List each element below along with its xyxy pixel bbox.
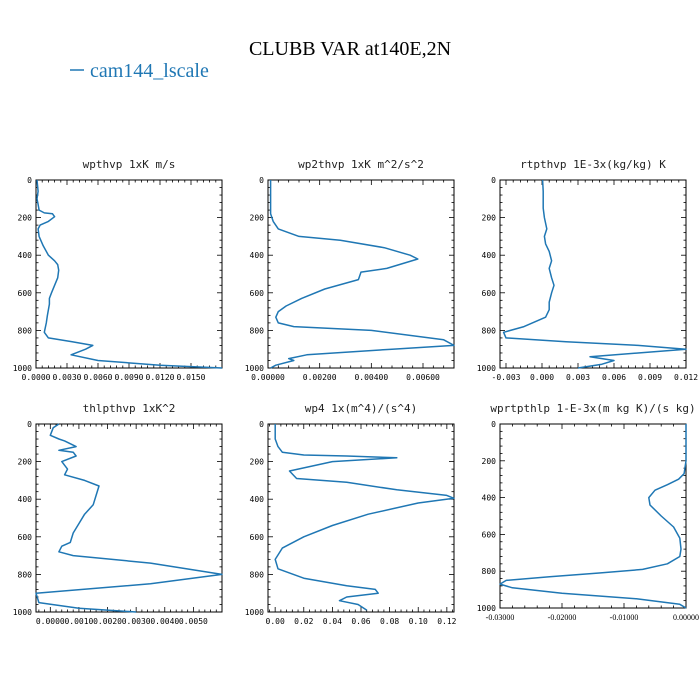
y-tick-label: 400	[482, 494, 497, 503]
plot-frame	[499, 423, 687, 609]
x-tick-label: -0.01000	[610, 613, 639, 622]
x-tick-label: 0.0020	[93, 617, 122, 626]
y-tick-label: 0	[27, 176, 32, 185]
y-tick-label: 0	[491, 420, 496, 429]
series-line	[35, 423, 223, 613]
series-line	[274, 424, 455, 611]
x-tick-label: 0.06	[351, 617, 370, 626]
y-tick-label: 600	[250, 533, 265, 542]
x-tick-label: 0.0030	[122, 617, 151, 626]
x-tick-label: 0.012	[674, 373, 698, 382]
figure-title: CLUBB VAR at140E,2N	[249, 38, 451, 60]
x-tick-label: 0.00200	[303, 373, 337, 382]
x-tick-label: 0.00400	[354, 373, 388, 382]
panel-2: wp2thvp 1xK m^2/s^2020040060080010000.00…	[245, 158, 455, 382]
series-line	[269, 180, 455, 369]
y-tick-label: 0	[491, 176, 496, 185]
x-tick-label: 0.0060	[84, 373, 113, 382]
x-tick-label: 0.006	[602, 373, 626, 382]
legend: cam144_lscale	[70, 60, 209, 82]
plot-frame	[35, 423, 223, 613]
y-tick-label: 1000	[245, 364, 264, 373]
y-tick-label: 200	[482, 214, 497, 223]
panel-title: rtpthvp 1E-3x(kg/kg) K	[520, 158, 666, 171]
x-tick-label: 0.0120	[146, 373, 175, 382]
y-tick-label: 800	[18, 570, 33, 579]
x-tick-label: -0.03000	[486, 613, 515, 622]
x-tick-label: 0.00	[266, 617, 285, 626]
y-tick-label: 600	[482, 530, 497, 539]
panel-6: wprtpthlp 1-E-3x(m kg K)/(s kg) 0 200 400 60…	[477, 402, 699, 622]
x-tick-label: 0.003	[566, 373, 590, 382]
y-tick-label: 800	[250, 570, 265, 579]
y-tick-label: 0	[259, 420, 264, 429]
x-tick-label: 0.009	[638, 373, 662, 382]
x-tick-label: 0.0150	[177, 373, 206, 382]
y-tick-label: 600	[482, 289, 497, 298]
x-tick-label: 0.0050	[179, 617, 208, 626]
x-tick-label: 0.0000	[36, 617, 65, 626]
x-tick-label: -0.003	[492, 373, 521, 382]
y-tick-label: 600	[18, 533, 33, 542]
x-tick-label: 0.00000	[251, 373, 285, 382]
x-tick-label: 0.0000	[22, 373, 51, 382]
y-tick-label: 400	[18, 495, 33, 504]
panel-title: wp2thvp 1xK m^2/s^2	[298, 158, 424, 171]
x-tick-label: 0.00600	[406, 373, 440, 382]
x-tick-label: 0.0090	[115, 373, 144, 382]
y-tick-label: 1000	[245, 608, 264, 617]
y-tick-label: 1000	[13, 608, 32, 617]
series-line	[502, 179, 687, 369]
y-tick-label: 400	[250, 495, 265, 504]
x-tick-label: 0.00000	[673, 613, 699, 622]
y-tick-label: 1000	[477, 364, 496, 373]
panel-3: rtpthvp 1E-3x(kg/kg) K 0 200 400 600 800 1000-…	[477, 158, 698, 382]
series-line	[499, 424, 687, 609]
x-tick-label: 0.0030	[53, 373, 82, 382]
panel-title: wpthvp 1xK m/s	[83, 158, 176, 171]
y-tick-label: 200	[18, 214, 33, 223]
x-tick-label: 0.10	[409, 617, 428, 626]
y-tick-label: 800	[250, 326, 265, 335]
y-tick-label: 0	[259, 176, 264, 185]
y-tick-label: 400	[18, 251, 33, 260]
y-tick-label: 200	[18, 458, 33, 467]
y-tick-label: 0	[27, 420, 32, 429]
y-tick-label: 800	[18, 326, 33, 335]
y-tick-label: 600	[18, 289, 33, 298]
y-tick-label: 400	[250, 251, 265, 260]
y-tick-label: 600	[250, 289, 265, 298]
y-tick-label: 1000	[13, 364, 32, 373]
x-tick-label: 0.02	[294, 617, 313, 626]
y-tick-label: 1000	[477, 604, 496, 613]
x-tick-label: 0.04	[323, 617, 342, 626]
x-tick-label: -0.02000	[548, 613, 577, 622]
panel-title: wp4 1x(m^4)/(s^4)	[305, 402, 418, 415]
y-tick-label: 200	[482, 457, 497, 466]
x-tick-label: 0.12	[437, 617, 456, 626]
y-tick-label: 800	[482, 567, 497, 576]
y-tick-label: 200	[250, 214, 265, 223]
y-tick-label: 800	[482, 326, 497, 335]
y-tick-label: 200	[250, 458, 265, 467]
plot-frame	[499, 179, 687, 369]
panel-title: thlpthvp 1xK^2	[83, 402, 176, 415]
x-tick-label: 0.0010	[64, 617, 93, 626]
series-line	[36, 179, 223, 369]
x-tick-label: 0.08	[380, 617, 399, 626]
legend-label: cam144_lscale	[90, 60, 209, 82]
x-tick-label: 0.000	[530, 373, 554, 382]
x-tick-label: 0.0040	[150, 617, 179, 626]
plot-frame	[267, 423, 455, 613]
y-tick-label: 400	[482, 251, 497, 260]
panel-title: wprtpthlp 1-E-3x(m kg K)/(s kg)	[490, 402, 695, 415]
